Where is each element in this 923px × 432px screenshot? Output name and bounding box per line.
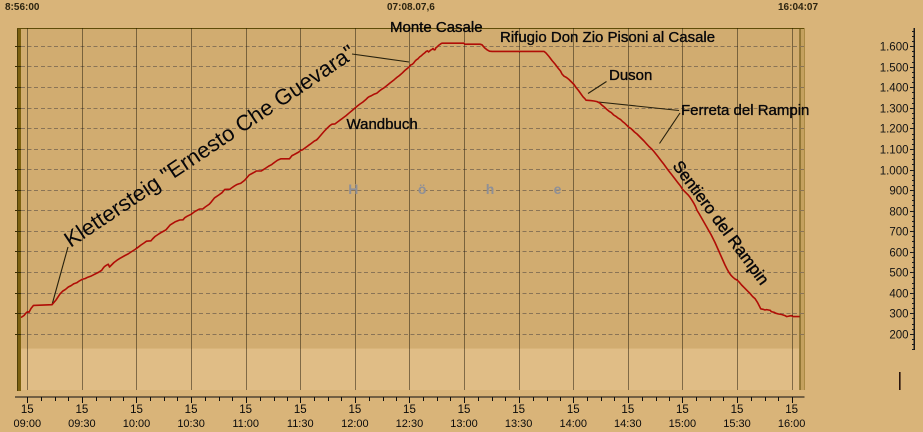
svg-text:15: 15 bbox=[75, 404, 88, 416]
svg-text:H: H bbox=[348, 181, 358, 197]
svg-text:15: 15 bbox=[239, 404, 252, 416]
svg-text:e: e bbox=[554, 181, 562, 197]
svg-text:15: 15 bbox=[676, 404, 689, 416]
svg-text:200: 200 bbox=[889, 330, 908, 342]
svg-text:1.300: 1.300 bbox=[880, 104, 909, 116]
svg-text:15: 15 bbox=[731, 404, 744, 416]
svg-text:15: 15 bbox=[348, 404, 361, 416]
svg-text:15: 15 bbox=[21, 404, 34, 416]
svg-text:15: 15 bbox=[785, 404, 798, 416]
svg-text:700: 700 bbox=[889, 227, 908, 239]
svg-text:400: 400 bbox=[889, 289, 908, 301]
svg-text:14:30: 14:30 bbox=[614, 418, 642, 430]
svg-text:Ferreta del Rampin: Ferreta del Rampin bbox=[681, 102, 809, 119]
svg-text:13:00: 13:00 bbox=[450, 418, 478, 430]
svg-text:15: 15 bbox=[512, 404, 525, 416]
svg-text:800: 800 bbox=[889, 207, 908, 219]
svg-text:15: 15 bbox=[185, 404, 198, 416]
svg-text:h: h bbox=[486, 181, 495, 197]
svg-text:09:30: 09:30 bbox=[68, 418, 96, 430]
svg-text:15: 15 bbox=[458, 404, 471, 416]
svg-text:Monte Casale: Monte Casale bbox=[390, 19, 483, 36]
svg-text:15:30: 15:30 bbox=[723, 418, 751, 430]
svg-text:Rifugio Don Zio Pisoni al Casa: Rifugio Don Zio Pisoni al Casale bbox=[500, 29, 715, 46]
svg-text:16:00: 16:00 bbox=[778, 418, 806, 430]
svg-text:15: 15 bbox=[567, 404, 580, 416]
svg-text:ö: ö bbox=[418, 181, 427, 197]
svg-text:09:00: 09:00 bbox=[14, 418, 42, 430]
svg-text:8:56:00: 8:56:00 bbox=[5, 2, 40, 13]
svg-text:Wandbuch: Wandbuch bbox=[347, 116, 418, 133]
svg-text:1.000: 1.000 bbox=[880, 166, 909, 178]
svg-text:Duson: Duson bbox=[609, 67, 652, 84]
svg-text:15: 15 bbox=[621, 404, 634, 416]
svg-text:1.200: 1.200 bbox=[880, 124, 909, 136]
svg-text:12:00: 12:00 bbox=[341, 418, 369, 430]
svg-text:13:30: 13:30 bbox=[505, 418, 533, 430]
svg-text:1.100: 1.100 bbox=[880, 145, 909, 157]
svg-text:15: 15 bbox=[403, 404, 416, 416]
svg-text:10:30: 10:30 bbox=[177, 418, 205, 430]
svg-text:1.400: 1.400 bbox=[880, 83, 909, 95]
svg-text:1.600: 1.600 bbox=[880, 42, 909, 54]
svg-text:15: 15 bbox=[130, 404, 143, 416]
svg-text:14:00: 14:00 bbox=[559, 418, 587, 430]
svg-text:15:00: 15:00 bbox=[669, 418, 697, 430]
svg-text:300: 300 bbox=[889, 309, 908, 321]
svg-text:12:30: 12:30 bbox=[396, 418, 424, 430]
svg-text:15: 15 bbox=[294, 404, 307, 416]
svg-text:16:04:07: 16:04:07 bbox=[778, 2, 818, 13]
svg-text:500: 500 bbox=[889, 268, 908, 280]
svg-text:1.500: 1.500 bbox=[880, 63, 909, 75]
svg-text:11:00: 11:00 bbox=[232, 418, 259, 430]
svg-text:900: 900 bbox=[889, 186, 908, 198]
svg-text:600: 600 bbox=[889, 248, 908, 260]
svg-text:11:30: 11:30 bbox=[287, 418, 314, 430]
svg-text:10:00: 10:00 bbox=[123, 418, 151, 430]
svg-text:07:08.07,6: 07:08.07,6 bbox=[387, 2, 435, 13]
